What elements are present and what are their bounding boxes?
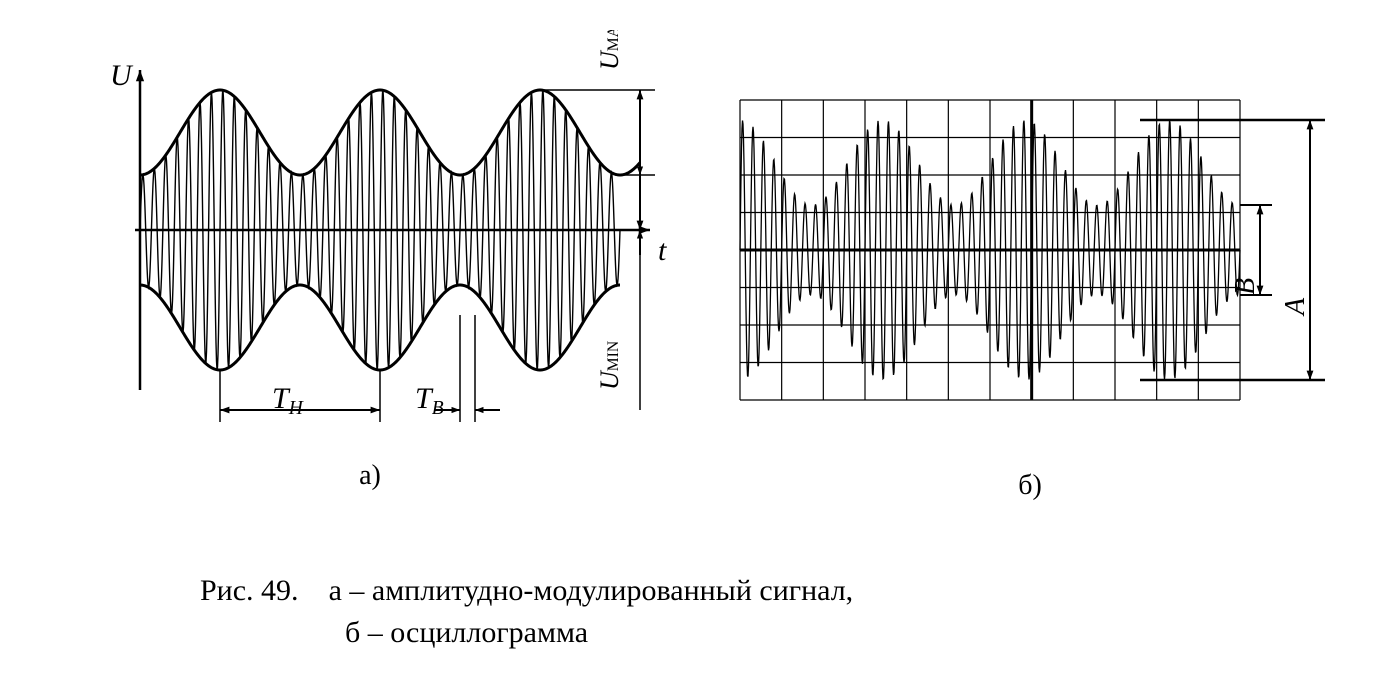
panel-a-label: а)	[359, 460, 381, 492]
figure-b-svg: ВА	[720, 80, 1340, 460]
svg-text:TН: TН	[272, 382, 304, 419]
figure-caption: Рис. 49. а – амплитудно-модулированный с…	[200, 570, 853, 654]
svg-text:UMAX: UMAX	[595, 30, 624, 70]
caption-prefix: Рис. 49.	[200, 574, 299, 607]
svg-text:В: В	[1230, 278, 1261, 295]
caption-line1: а – амплитудно-модулированный сигнал,	[329, 574, 854, 607]
svg-text:UMIN: UMIN	[595, 341, 624, 390]
svg-text:U: U	[110, 59, 134, 92]
svg-text:А: А	[1280, 297, 1311, 317]
svg-text:TВ: TВ	[415, 382, 444, 419]
figure-b: ВА б)	[720, 80, 1340, 502]
figure-a: Ut TН TВ UMAX UMIN а)	[60, 30, 680, 492]
caption-line2: б – осциллограмма	[345, 616, 588, 649]
panel-b-label: б)	[1018, 470, 1042, 502]
figure-a-svg: Ut TН TВ UMAX UMIN	[60, 30, 680, 450]
svg-text:t: t	[658, 234, 667, 267]
